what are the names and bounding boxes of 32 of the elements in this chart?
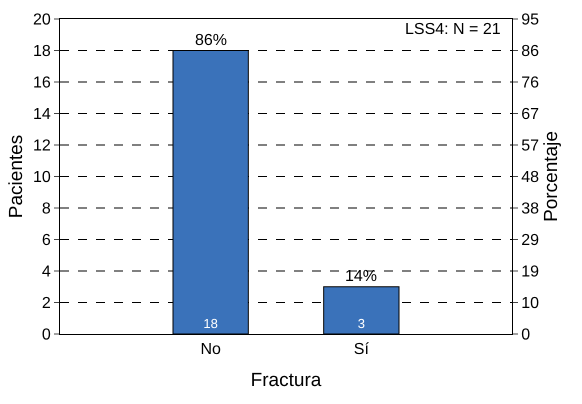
y-tick-label: 18 xyxy=(33,43,51,60)
data-label: 3 xyxy=(358,316,365,331)
y-tick-label: 2 xyxy=(42,295,51,312)
y2-tick-label: 48 xyxy=(521,169,540,186)
y2-tick-label: 0 xyxy=(521,326,530,344)
y2-axis-title: Porcentaje xyxy=(540,131,562,222)
y2-tick-label: 67 xyxy=(521,106,540,124)
x-axis-title: Fractura xyxy=(250,370,322,391)
y2-tick-label: 57 xyxy=(521,138,540,155)
x-tick-label: Sí xyxy=(354,341,370,358)
annotation: 86% xyxy=(195,32,228,49)
y2-tick-label: 86 xyxy=(521,43,540,60)
y2-tick-label: 95 xyxy=(521,12,540,29)
y-tick-label: 4 xyxy=(42,264,51,281)
y-tick-label: 12 xyxy=(33,138,51,155)
y-tick-label: 10 xyxy=(33,169,51,186)
y-tick-label: 0 xyxy=(42,326,51,344)
y-tick-label: 14 xyxy=(33,106,51,124)
annotation: 14% xyxy=(345,268,378,285)
y-tick-label: 8 xyxy=(42,200,51,218)
y2-tick-label: 19 xyxy=(521,264,540,281)
y-tick-label: 20 xyxy=(33,12,51,29)
y2-tick-label: 29 xyxy=(521,232,540,250)
y-tick-label: 6 xyxy=(42,232,51,250)
y2-tick-label: 10 xyxy=(521,295,540,312)
y2-tick-label: 76 xyxy=(521,74,540,92)
y-axis-title: Pacientes xyxy=(6,134,27,218)
y2-tick-label: 38 xyxy=(521,200,540,218)
data-label: 18 xyxy=(203,316,218,331)
y-tick-label: 16 xyxy=(33,74,51,92)
x-tick-label: No xyxy=(200,341,221,358)
annotation: LSS4: N = 21 xyxy=(405,21,501,38)
